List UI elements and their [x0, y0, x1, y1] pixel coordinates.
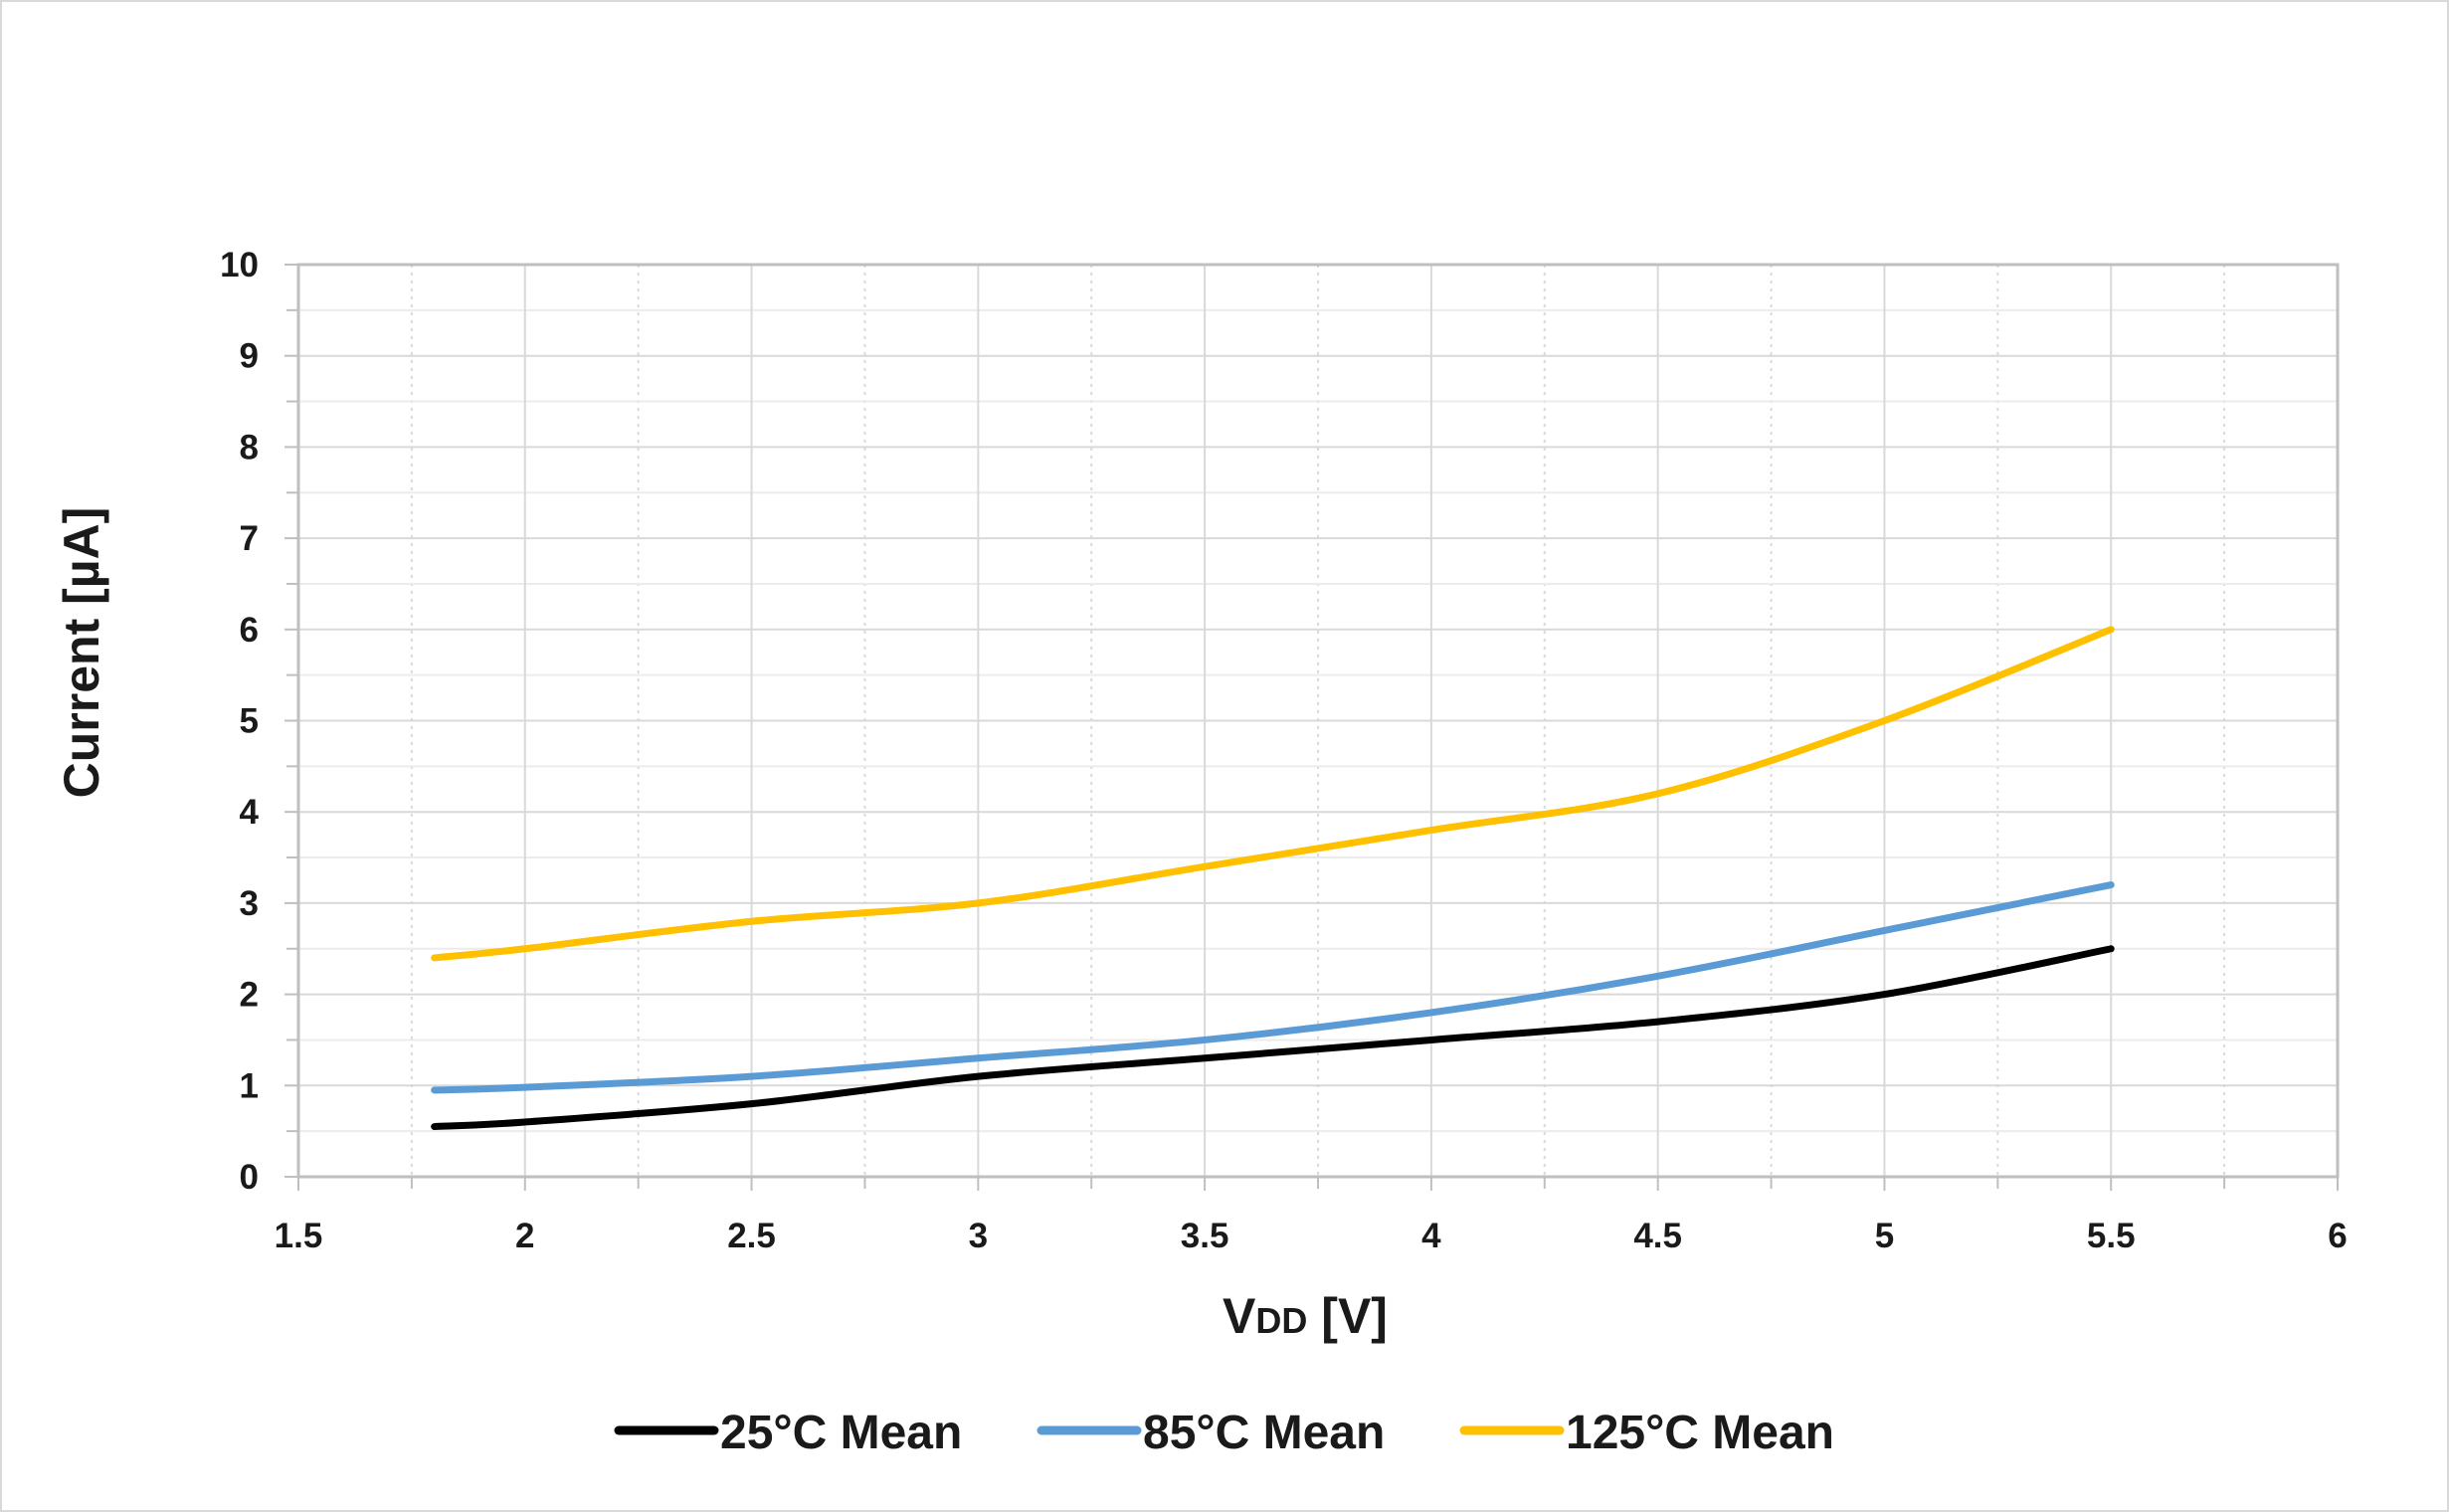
x-tick-label: 6: [2328, 1217, 2347, 1255]
x-tick-label: 4.5: [1633, 1217, 1682, 1255]
legend-label-1: 25°C Mean: [720, 1407, 962, 1459]
y-tick-label: 3: [240, 884, 259, 923]
axis-ticks: [284, 264, 2339, 1191]
x-tick-label: 3.5: [1181, 1217, 1229, 1255]
series-line-3: [431, 626, 2115, 962]
x-tick-label: 1.5: [275, 1217, 323, 1255]
x-tick-label: 4: [1421, 1217, 1441, 1255]
y-tick-label: 0: [240, 1158, 259, 1197]
series-lines: [431, 626, 2115, 1131]
x-tick-label: 5: [1875, 1217, 1894, 1255]
series-line-2: [431, 881, 2115, 1094]
y-axis-tick-labels: 0 1 2 3 4 5 6 7 8 9 10: [220, 246, 259, 1197]
legend: 25°C Mean 85°C Mean 125°C Mean: [614, 1407, 1834, 1459]
x-axis-tick-labels: 1.5 2 2.5 3 3.5 4 4.5 5 5.5 6: [275, 1217, 2348, 1255]
y-tick-label: 6: [240, 611, 259, 650]
y-tick-label: 10: [220, 246, 259, 284]
x-axis-title-subscript: DD: [1255, 1300, 1307, 1341]
x-axis-title-unit: [V]: [1307, 1288, 1388, 1344]
legend-label-2: 85°C Mean: [1143, 1407, 1385, 1459]
y-tick-label: 9: [240, 337, 259, 376]
y-tick-label: 2: [240, 976, 259, 1015]
y-tick-label: 1: [240, 1066, 259, 1105]
x-tick-label: 3: [969, 1217, 988, 1255]
y-tick-label: 7: [240, 519, 259, 558]
x-axis-title: VDD [V]: [1223, 1288, 1388, 1344]
y-tick-label: 8: [240, 428, 259, 467]
x-tick-label: 2: [515, 1217, 534, 1255]
series-line-1: [431, 945, 2115, 1131]
x-tick-label: 5.5: [2087, 1217, 2136, 1255]
y-axis-title: Current [µA]: [54, 507, 109, 799]
legend-label-3: 125°C Mean: [1566, 1407, 1834, 1459]
x-axis-title-main: V: [1223, 1288, 1256, 1344]
x-tick-label: 2.5: [727, 1217, 776, 1255]
y-tick-label: 4: [240, 793, 260, 832]
y-tick-label: 5: [240, 702, 259, 741]
